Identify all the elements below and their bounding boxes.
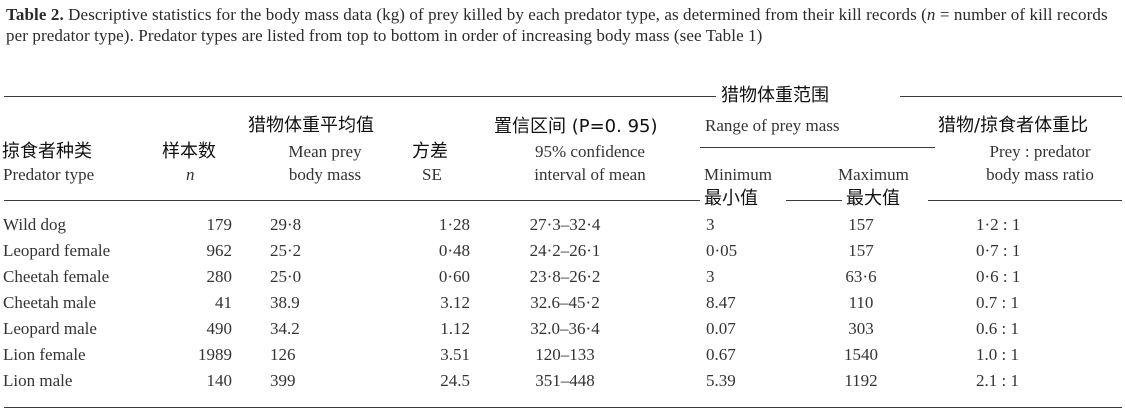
cell-ci: 27·3–32·4 [529,215,601,234]
header-predator-zh: 掠食者种类 [2,141,92,162]
cell-max: 303 [848,319,874,338]
header-se-en: SE [422,165,442,184]
top-rule-right [900,96,1122,97]
cell-ratio: 0·7 : 1 [976,241,1021,260]
header-n-en: n [186,165,195,184]
cell-n: 41 [215,293,232,312]
cell-min: 0.07 [706,319,736,338]
cell-ci: 32.0–36·4 [530,319,600,338]
caption-n-symbol: n [926,5,936,24]
cell-min: 5.39 [706,371,736,390]
cell-n: 280 [206,267,233,286]
cell-ratio: 1·2 : 1 [976,215,1021,234]
cell-predator: Wild dog [3,215,67,234]
cell-ci: 32.6–45·2 [530,293,600,312]
cell-n: 1989 [198,345,232,364]
cell-ratio: 0·6 : 1 [976,267,1021,286]
cell-ratio: 0.7 : 1 [976,293,1019,312]
header-mean-en-1: Mean prey [288,142,362,161]
header-min-en: Minimum [704,165,773,184]
cell-min: 0.67 [706,345,736,364]
cell-min: 0·05 [706,241,738,260]
cell-predator: Leopard male [3,319,97,338]
cell-ci: 24·2–26·1 [529,241,601,260]
cell-max: 1192 [844,371,878,390]
cell-ratio: 2.1 : 1 [976,371,1019,390]
cell-se: 24.5 [440,371,470,390]
header-max-en: Maximum [838,165,909,184]
top-rule-left [4,96,716,97]
header-n-zh: 样本数 [162,141,216,162]
cell-n: 179 [206,215,233,234]
cell-max: 1540 [844,345,878,364]
cell-se: 3.51 [440,345,470,364]
cell-predator: Leopard female [3,241,111,260]
cell-mean: 38.9 [270,293,300,312]
cell-se: 1.12 [440,319,470,338]
cell-max: 110 [848,293,874,312]
header-ratio-zh: 猎物/掠食者体重比 [938,115,1089,136]
cell-mean: 126 [270,345,296,364]
header-mean-zh: 猎物体重平均值 [248,115,374,136]
cell-predator: Lion female [3,345,86,364]
cell-n: 490 [206,319,233,338]
cell-ratio: 1.0 : 1 [976,345,1019,364]
cell-mean: 29·8 [270,215,302,234]
cell-ratio: 0.6 : 1 [976,319,1019,338]
header-max-zh: 最大值 [846,188,902,210]
cell-ci: 23·8–26·2 [529,267,601,286]
cell-max: 63·6 [845,267,877,286]
bottom-rule [4,407,1122,408]
cell-mean: 25·2 [270,241,302,260]
table-label: Table 2. [6,5,64,24]
caption-text-part2: = number of kill records per predator ty… [6,5,1108,45]
cell-n: 962 [206,241,233,260]
cell-mean: 34.2 [270,319,300,338]
header-mean-en-2: body mass [288,165,362,184]
range-underline [700,147,935,148]
header-ci-en-2: interval of mean [534,165,646,184]
header-bottom-rule-left [4,200,700,201]
header-se-zh: 方差 [412,141,448,162]
cell-min: 3 [706,267,715,286]
cell-mean: 25·0 [270,267,302,286]
cell-ci: 120–133 [535,345,595,364]
header-ci-zh: 置信区间 (P=0. 95) [494,116,658,137]
cell-predator: Cheetah male [3,293,96,312]
header-predator-en: Predator type [3,165,95,184]
header-range-zh: 猎物体重范围 [717,85,833,107]
cell-predator: Lion male [3,371,73,390]
caption-text-part1: Descriptive statistics for the body mass… [68,5,927,24]
cell-se: 0·60 [438,267,470,286]
header-bottom-rule-mid [786,200,842,201]
cell-n: 140 [206,371,233,390]
cell-ci: 351–448 [535,371,595,390]
cell-se: 0·48 [438,241,470,260]
table-caption: Table 2. Descriptive statistics for the … [6,4,1118,46]
cell-min: 3 [706,215,715,234]
header-min-zh: 最小值 [704,188,762,210]
cell-max: 157 [848,241,874,260]
header-ratio-en-1: Prey : predator [989,142,1091,161]
header-ci-en-1: 95% confidence [535,142,645,161]
cell-max: 157 [848,215,874,234]
header-bottom-rule-right [928,200,1122,201]
header-range-en: Range of prey mass [705,116,840,135]
cell-mean: 399 [270,371,296,390]
cell-se: 1·28 [438,215,470,234]
header-ratio-en-2: body mass ratio [986,165,1094,184]
cell-predator: Cheetah female [3,267,110,286]
cell-se: 3.12 [440,293,470,312]
cell-min: 8.47 [706,293,736,312]
